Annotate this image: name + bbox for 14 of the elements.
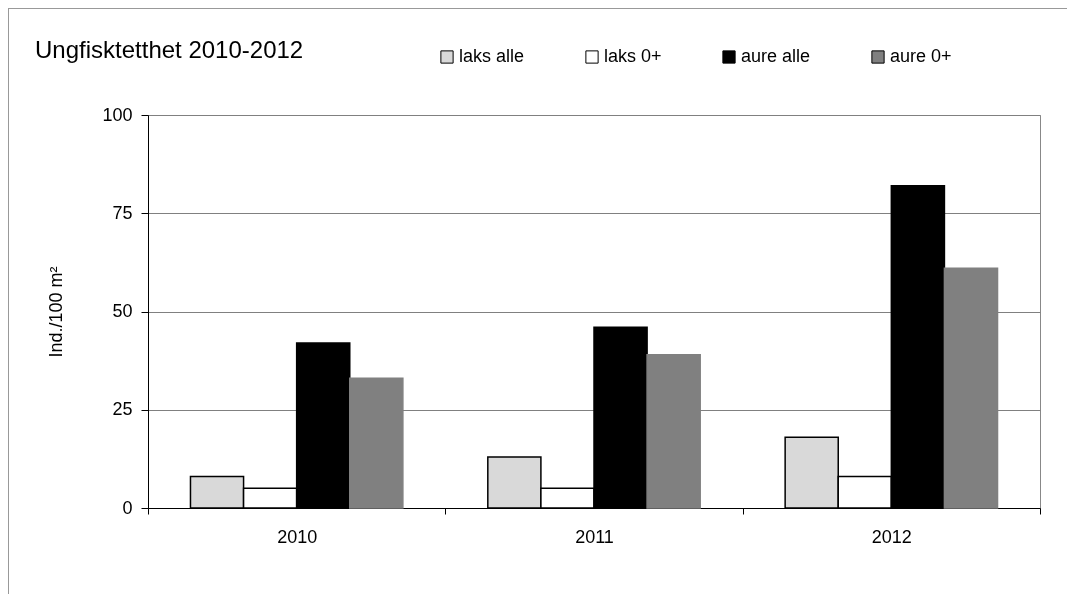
y-tick-label: 50 (112, 301, 133, 321)
y-tick-label: 100 (102, 104, 133, 125)
y-axis-title: Ind./100 m² (46, 266, 67, 358)
x-tick-label: 2010 (277, 526, 318, 547)
x-tick-label: 2011 (575, 526, 614, 547)
y-tick-label: 75 (112, 202, 133, 223)
y-tick-label: 25 (112, 399, 133, 420)
y-tick-label: 0 (122, 497, 133, 518)
x-tick-label: 2012 (871, 526, 912, 547)
legend-label: laks alle (459, 46, 525, 66)
legend-label: aure alle (741, 46, 811, 66)
legend-label: aure 0+ (890, 46, 952, 66)
legend-label: laks 0+ (604, 46, 662, 66)
chart-title: Ungfisktetthet 2010-2012 (35, 36, 304, 63)
